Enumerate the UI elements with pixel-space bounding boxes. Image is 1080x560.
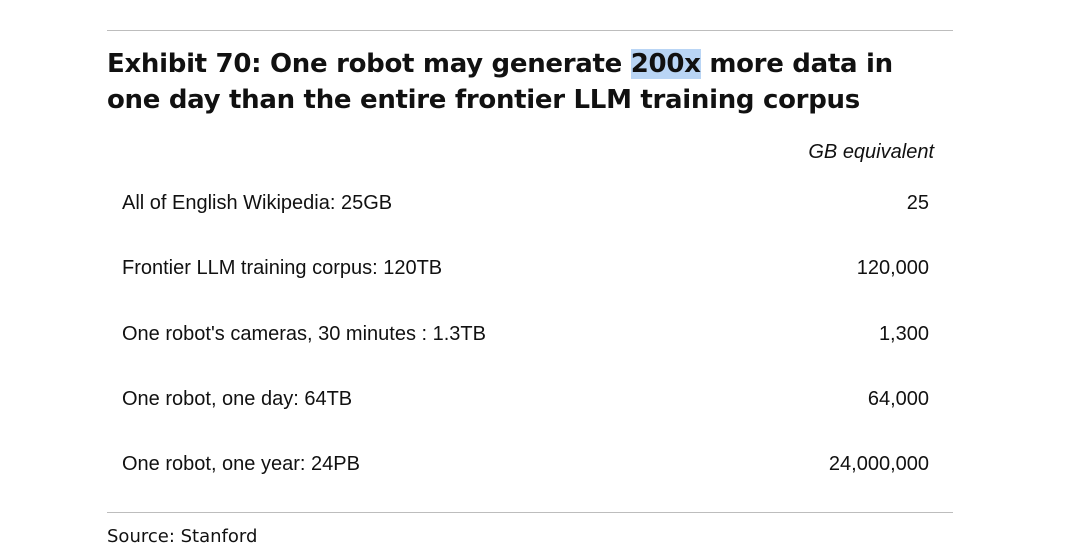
row-value: 1,300 (878, 322, 929, 345)
table-row: One robot's cameras, 30 minutes : 1.3TB 1… (122, 323, 929, 351)
bottom-rule (107, 512, 953, 513)
row-value: 24,000,000 (828, 453, 929, 476)
table-row: One robot, one day: 64TB 64,000 (122, 388, 929, 416)
row-label: Frontier LLM training corpus: 120TB (122, 257, 443, 280)
table-row: Frontier LLM training corpus: 120TB 120,0… (122, 257, 929, 285)
title-text: more data in one day than the entire fro… (107, 49, 893, 115)
row-value: 120,000 (856, 257, 929, 280)
row-label: One robot's cameras, 30 minutes : 1.3TB (122, 322, 486, 345)
row-label: All of English Wikipedia: 25GB (122, 192, 393, 214)
row-label: One robot, one day: 64TB (122, 387, 353, 410)
row-value: 25 (906, 192, 929, 214)
table-row: One robot, one year: 24PB 24,000,000 (122, 453, 929, 481)
title: Exhibit 70: One robot may generate 200x … (107, 46, 947, 118)
column-header: GB equivalent (808, 141, 934, 163)
source: Source: Stanford (107, 526, 258, 547)
title-highlight: 200x (630, 49, 701, 79)
row-value: 64,000 (867, 387, 929, 410)
row-label: One robot, one year: 24PB (122, 453, 360, 476)
top-rule (107, 30, 953, 31)
table-row: All of English Wikipedia: 25GB 25 (122, 192, 929, 220)
title-text: Exhibit 70: One robot may generate (107, 49, 631, 79)
